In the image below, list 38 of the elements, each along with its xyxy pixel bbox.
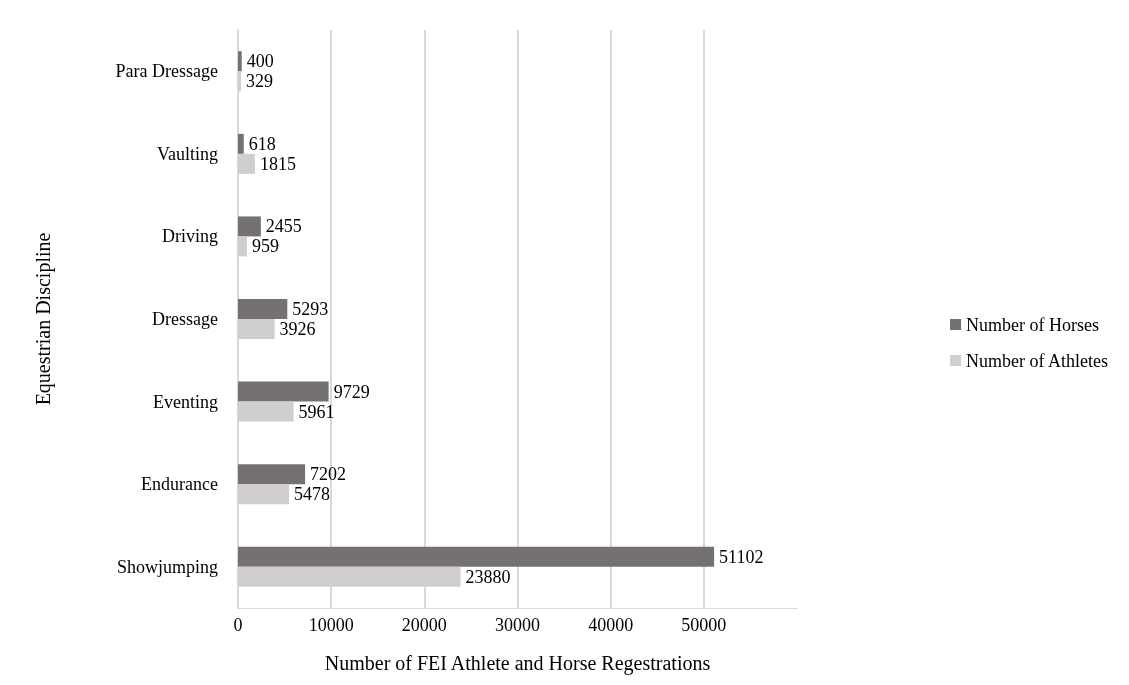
y-tick-label: Vaulting <box>157 143 218 164</box>
x-tick-label: 50000 <box>681 615 727 635</box>
x-axis-title: Number of FEI Athlete and Horse Regestrations <box>324 652 711 675</box>
data-label: 400 <box>246 51 274 72</box>
legend-label: Number of Horses <box>966 314 1100 335</box>
data-label: 1815 <box>259 153 296 174</box>
bar <box>238 216 261 237</box>
y-tick-label: Endurance <box>141 474 218 495</box>
data-label: 618 <box>248 133 276 154</box>
data-label: 2455 <box>265 216 302 237</box>
data-label: 5961 <box>298 401 335 422</box>
bar <box>238 51 242 72</box>
data-label: 9729 <box>333 381 370 402</box>
data-label: 5478 <box>294 484 331 505</box>
y-axis-title: Equestrian Discipline <box>32 232 55 406</box>
x-tick-label: 0 <box>233 615 243 635</box>
x-tick-label: 10000 <box>308 615 354 635</box>
bar <box>238 546 715 567</box>
x-tick-label: 30000 <box>495 615 540 635</box>
bar <box>238 464 306 485</box>
data-label: 5293 <box>292 299 329 319</box>
y-tick-label: Para Dressage <box>115 61 218 82</box>
data-label: 3926 <box>279 319 316 339</box>
data-label: 329 <box>246 71 274 92</box>
y-tick-label: Showjumping <box>116 556 218 577</box>
bar <box>238 381 329 402</box>
x-tick-label: 40000 <box>588 615 634 635</box>
data-label: 7202 <box>310 464 347 485</box>
data-label: 959 <box>251 236 279 257</box>
data-label: 51102 <box>719 546 764 567</box>
x-tick-label: 20000 <box>401 615 447 635</box>
data-label: 23880 <box>465 566 511 587</box>
bar <box>238 299 288 319</box>
y-tick-label: Eventing <box>153 391 218 412</box>
bar <box>238 133 244 154</box>
y-tick-label: Dressage <box>152 309 218 329</box>
y-tick-label: Driving <box>162 226 218 247</box>
legend-label: Number of Athletes <box>966 350 1109 371</box>
